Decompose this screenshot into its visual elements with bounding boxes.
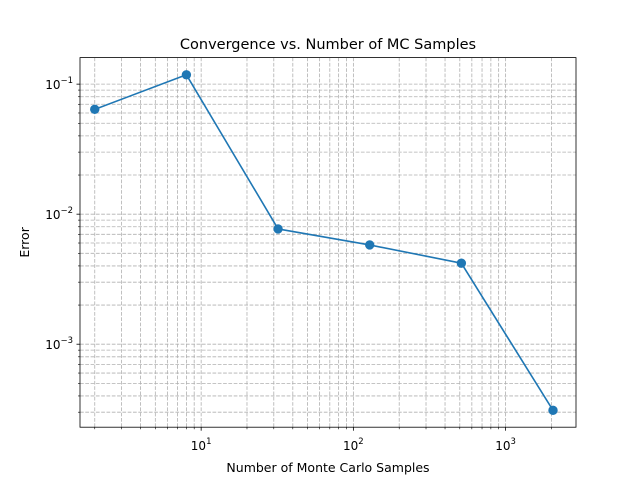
y-tick-label: 10−2 bbox=[45, 206, 73, 222]
y-tick-label: 10−3 bbox=[45, 336, 73, 352]
data-point-marker bbox=[548, 405, 558, 416]
grid-minor bbox=[80, 57, 576, 428]
series-layer bbox=[90, 70, 558, 416]
series-line bbox=[94, 74, 554, 411]
x-tick-label: 101 bbox=[191, 437, 212, 453]
plot-frame bbox=[79, 57, 577, 428]
plot-background bbox=[80, 57, 576, 428]
data-point-marker bbox=[181, 70, 192, 80]
x-axis-label: Number of Monte Carlo Samples bbox=[226, 460, 429, 475]
x-tick-label: 103 bbox=[495, 437, 516, 453]
y-axis-label: Error bbox=[17, 226, 32, 257]
data-point-marker bbox=[273, 224, 283, 234]
ticks: 101 102 103 10−1 10−2 10−3 bbox=[45, 76, 552, 453]
data-point-marker bbox=[90, 104, 100, 115]
x-tick-label: 102 bbox=[343, 437, 364, 453]
data-point-marker bbox=[456, 258, 467, 268]
data-point-marker bbox=[365, 240, 375, 250]
y-tick-label: 10−1 bbox=[45, 76, 73, 92]
chart-title: Convergence vs. Number of MC Samples bbox=[180, 37, 476, 53]
